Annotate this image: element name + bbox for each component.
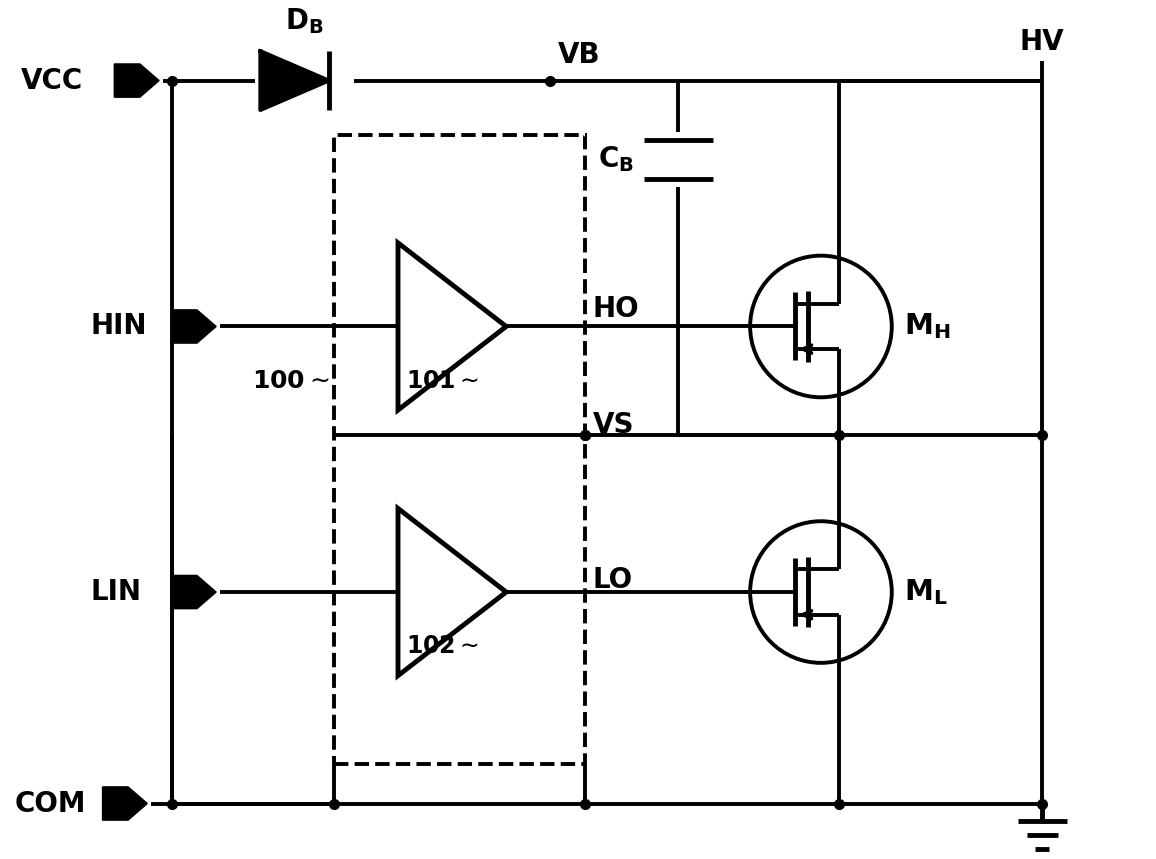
Text: VB: VB [558, 40, 601, 69]
Text: $\mathbf{M}_\mathbf{H}$: $\mathbf{M}_\mathbf{H}$ [904, 312, 950, 341]
Text: 100$\sim$: 100$\sim$ [252, 369, 329, 393]
Text: COM: COM [14, 789, 86, 818]
Text: $\mathbf{C}_\mathbf{B}$: $\mathbf{C}_\mathbf{B}$ [598, 144, 633, 174]
Text: 102$\sim$: 102$\sim$ [406, 634, 479, 658]
Text: VS: VS [593, 411, 635, 439]
Text: $\mathbf{M}_\mathbf{L}$: $\mathbf{M}_\mathbf{L}$ [904, 577, 947, 607]
Text: HIN: HIN [90, 313, 147, 340]
Polygon shape [260, 51, 329, 110]
Text: 101$\sim$: 101$\sim$ [406, 369, 479, 393]
Polygon shape [103, 787, 147, 820]
Bar [334, 135, 585, 765]
Text: LO: LO [593, 566, 632, 594]
Text: HV: HV [1020, 28, 1065, 56]
Text: $\mathbf{D}_\mathbf{B}$: $\mathbf{D}_\mathbf{B}$ [286, 7, 324, 36]
Text: VCC: VCC [21, 67, 83, 94]
Polygon shape [171, 310, 216, 343]
Text: LIN: LIN [90, 578, 141, 606]
Polygon shape [114, 64, 160, 97]
Polygon shape [171, 576, 216, 609]
Text: HO: HO [593, 295, 639, 323]
